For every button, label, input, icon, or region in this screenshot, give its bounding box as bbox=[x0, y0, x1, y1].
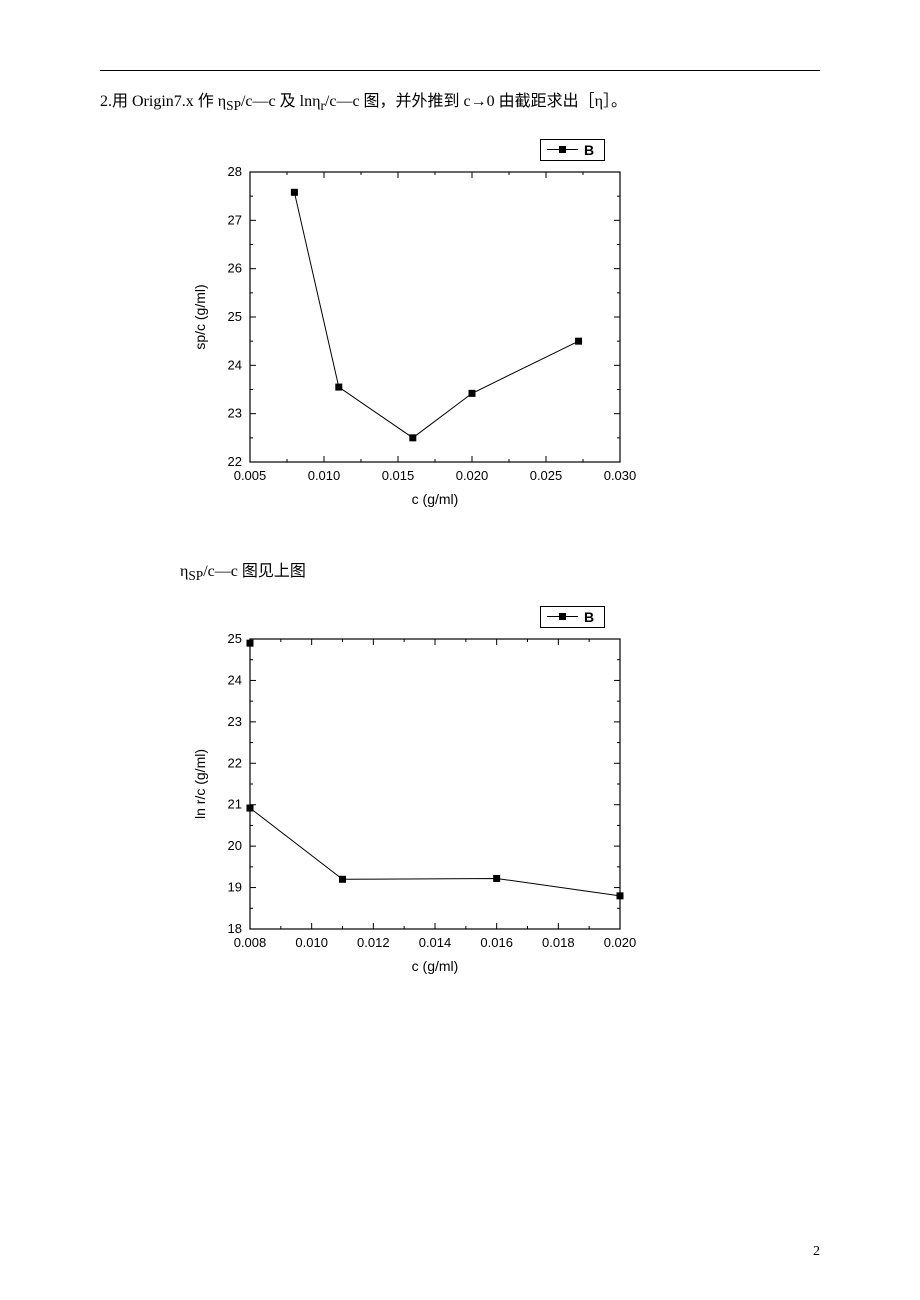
instruction-text: 2.用 Origin7.x 作 ηSP/c—c 及 lnηr/c—c 图，并外推… bbox=[100, 89, 820, 117]
svg-text:0.030: 0.030 bbox=[604, 468, 637, 483]
svg-text:0.010: 0.010 bbox=[295, 935, 328, 950]
svg-text:c (g/ml): c (g/ml) bbox=[412, 491, 459, 507]
chart1-legend: B bbox=[540, 139, 605, 161]
svg-text:0.016: 0.016 bbox=[480, 935, 513, 950]
legend-label: B bbox=[584, 609, 594, 625]
svg-text:c (g/ml): c (g/ml) bbox=[412, 958, 459, 974]
chart1-caption: ηSP/c—c 图见上图 bbox=[180, 557, 820, 584]
legend-label: B bbox=[584, 142, 594, 158]
chart2-container: B 0.0080.0100.0120.0140.0160.0180.020181… bbox=[180, 614, 650, 984]
svg-text:0.010: 0.010 bbox=[308, 468, 341, 483]
svg-text:22: 22 bbox=[228, 755, 242, 770]
legend-marker-icon bbox=[547, 613, 578, 620]
svg-text:25: 25 bbox=[228, 631, 242, 646]
top-rule bbox=[100, 70, 820, 71]
svg-text:27: 27 bbox=[228, 212, 242, 227]
svg-text:0.008: 0.008 bbox=[234, 935, 267, 950]
svg-text:22: 22 bbox=[228, 454, 242, 469]
page-number: 2 bbox=[813, 1244, 820, 1260]
legend-marker-icon bbox=[547, 146, 578, 153]
svg-text:0.014: 0.014 bbox=[419, 935, 452, 950]
svg-text:24: 24 bbox=[228, 357, 242, 372]
svg-text:18: 18 bbox=[228, 921, 242, 936]
svg-text:0.020: 0.020 bbox=[604, 935, 637, 950]
chart2-svg: 0.008 0.010 0.012 0.014 0.016 0.018 0.020 18 19 2… bbox=[180, 614, 650, 984]
svg-text:20: 20 bbox=[228, 838, 242, 853]
svg-text:0.020: 0.020 bbox=[456, 468, 489, 483]
svg-text:sp/c (g/ml): sp/c (g/ml) bbox=[192, 284, 208, 349]
svg-text:0.015: 0.015 bbox=[382, 468, 415, 483]
svg-text:0.005: 0.005 bbox=[234, 468, 267, 483]
chart1-container: B 0.0050.0100.0150.0200.0250.03022232425… bbox=[180, 147, 650, 517]
caption-sp: SP bbox=[188, 568, 203, 583]
subscript-sp: SP bbox=[226, 98, 241, 113]
svg-text:23: 23 bbox=[228, 714, 242, 729]
text-frag: 2.用 Origin7.x 作 η bbox=[100, 93, 226, 110]
page: 2.用 Origin7.x 作 ηSP/c—c 及 lnηr/c—c 图，并外推… bbox=[0, 0, 920, 1300]
svg-text:25: 25 bbox=[228, 309, 242, 324]
svg-text:28: 28 bbox=[228, 164, 242, 179]
svg-text:0.025: 0.025 bbox=[530, 468, 563, 483]
svg-text:24: 24 bbox=[228, 672, 242, 687]
svg-text:26: 26 bbox=[228, 260, 242, 275]
chart2-legend: B bbox=[540, 606, 605, 628]
svg-text:23: 23 bbox=[228, 405, 242, 420]
caption-rest: /c—c 图见上图 bbox=[203, 563, 306, 580]
svg-text:ln r/c (g/ml): ln r/c (g/ml) bbox=[192, 749, 208, 819]
text-frag: /c—c 及 lnη bbox=[241, 93, 320, 110]
svg-text:0.012: 0.012 bbox=[357, 935, 390, 950]
svg-text:19: 19 bbox=[228, 879, 242, 894]
chart1-svg: 0.005 0.010 0.015 0.020 0.025 0.030 22 23 24 25 26… bbox=[180, 147, 650, 517]
svg-text:0.018: 0.018 bbox=[542, 935, 575, 950]
svg-text:21: 21 bbox=[228, 796, 242, 811]
text-frag: /c—c 图，并外推到 c→0 由截距求出［η］。 bbox=[325, 93, 627, 110]
